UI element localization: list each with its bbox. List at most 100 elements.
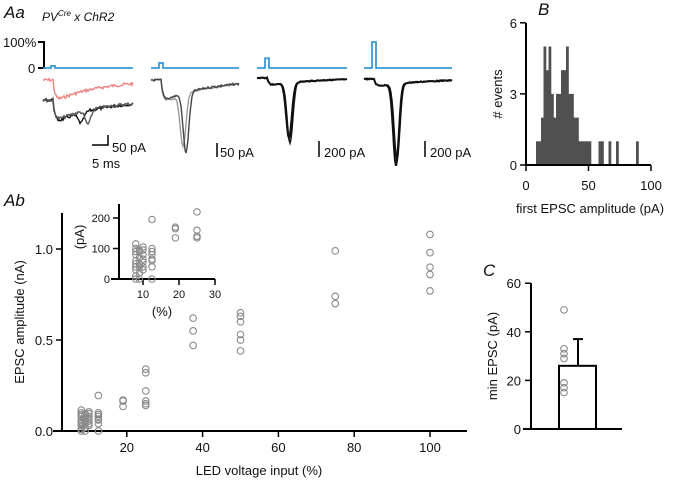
histogram-bar <box>543 46 547 165</box>
data-point <box>236 330 245 339</box>
histogram-bar <box>583 141 587 165</box>
c-y-tick-label: 60 <box>507 276 521 291</box>
c-y-tick-label: 40 <box>507 325 521 340</box>
histogram-bar <box>558 93 562 165</box>
data-point <box>426 248 434 257</box>
panel-label-c: C <box>483 261 496 280</box>
data-point <box>189 341 197 350</box>
y-tick-label: 0.5 <box>35 333 53 348</box>
example-traces <box>42 41 453 166</box>
b-y-tick-label: 3 <box>510 87 517 102</box>
data-point <box>77 408 86 417</box>
scale-bar-label-2: 50 pA <box>220 145 254 160</box>
inset-data-point <box>148 255 156 263</box>
data-point <box>236 347 245 355</box>
inset-data-point <box>148 247 156 256</box>
histogram-bar <box>578 141 582 165</box>
histogram-bar <box>568 93 572 165</box>
b-y-tick-label: 6 <box>510 16 517 31</box>
data-point <box>560 354 568 363</box>
ephys-trace <box>42 97 134 125</box>
inset-data-point <box>171 223 180 231</box>
scale-bar-label-1: 50 pA <box>112 140 146 155</box>
data-point <box>560 306 568 314</box>
b-y-tick-label: 0 <box>510 158 517 173</box>
c-y-tick-label: 0 <box>514 422 521 437</box>
scale-bar-label-time: 5 ms <box>92 156 121 171</box>
x-tick-label: 100 <box>419 440 441 455</box>
data-point <box>331 292 340 301</box>
data-point <box>85 408 93 416</box>
mean-bar <box>558 364 597 431</box>
x-tick-label: 20 <box>120 440 134 455</box>
scale-bar-label-3: 200 pA <box>324 145 366 160</box>
inset-data-point <box>171 234 180 242</box>
inset-data-point <box>139 243 147 251</box>
inset-data-point <box>148 244 156 253</box>
data-point <box>85 415 93 424</box>
ab-ylabel: EPSC amplitude (nA) <box>12 260 27 384</box>
data-point <box>560 383 568 392</box>
data-point <box>560 344 568 353</box>
histogram-bar <box>551 93 554 165</box>
data-point <box>189 327 197 335</box>
scale-bar-label-4: 200 pA <box>430 145 472 160</box>
scale-bar-1 <box>92 135 109 146</box>
histogram-bar <box>548 46 552 165</box>
histogram-bar <box>561 70 564 165</box>
data-point <box>560 388 568 397</box>
histogram-bar <box>573 117 577 165</box>
histogram-bar <box>601 141 604 165</box>
inset-data-point <box>148 215 156 224</box>
data-point <box>331 299 340 308</box>
ephys-trace <box>256 75 348 142</box>
histogram-bar <box>541 117 544 165</box>
led-stimulus-trace <box>257 57 347 69</box>
data-point <box>94 427 103 435</box>
inset-data-point <box>139 258 147 266</box>
led-stimulus-trace <box>43 65 133 69</box>
inset-data-point <box>132 247 140 256</box>
b-ylabel: # events <box>490 69 505 119</box>
c-bar-plot: 0 20 40 60 <box>507 276 622 437</box>
led-stimulus-trace <box>151 62 239 69</box>
panel-label-b: B <box>538 0 549 19</box>
ephys-trace-low <box>42 77 134 101</box>
b-x-tick-label: 0 <box>522 178 529 193</box>
inset-xlabel: (%) <box>152 304 172 319</box>
c-ylabel: min EPSC (pA) <box>485 312 500 400</box>
inset-data-point <box>148 263 156 271</box>
inset-y-tick-label: 100 <box>92 244 110 256</box>
led-scale-bottom: 0 <box>28 61 35 76</box>
ephys-trace <box>256 76 348 146</box>
histogram-bar <box>608 141 612 165</box>
inset-data-point <box>139 255 147 263</box>
inset-data-point <box>139 246 147 254</box>
data-point <box>81 427 89 435</box>
data-point <box>141 399 150 408</box>
histogram-bar <box>581 141 584 165</box>
panel-label-ab: Ab <box>3 191 25 210</box>
inset-data-point <box>139 250 147 259</box>
data-point <box>236 308 245 317</box>
inset-data-point <box>139 263 147 271</box>
y-tick-label: 0.0 <box>35 424 53 439</box>
histogram-bar <box>553 117 557 165</box>
data-point <box>236 336 245 344</box>
led-scale-bar <box>38 41 45 69</box>
histogram-bar <box>538 141 542 165</box>
x-tick-label: 40 <box>195 440 209 455</box>
histogram-bar <box>546 70 549 165</box>
data-point <box>119 396 127 404</box>
inset-x-tick-label: 20 <box>173 289 185 301</box>
x-tick-label: 80 <box>347 440 361 455</box>
data-point <box>141 397 150 405</box>
histogram-bar <box>636 141 639 165</box>
data-point <box>426 230 434 239</box>
data-point <box>85 412 93 421</box>
b-histogram: 0 3 6 0 50 100 <box>510 16 662 193</box>
data-point <box>236 317 245 326</box>
data-point <box>94 408 103 417</box>
inset-data-point <box>193 226 201 234</box>
data-point <box>141 365 150 373</box>
